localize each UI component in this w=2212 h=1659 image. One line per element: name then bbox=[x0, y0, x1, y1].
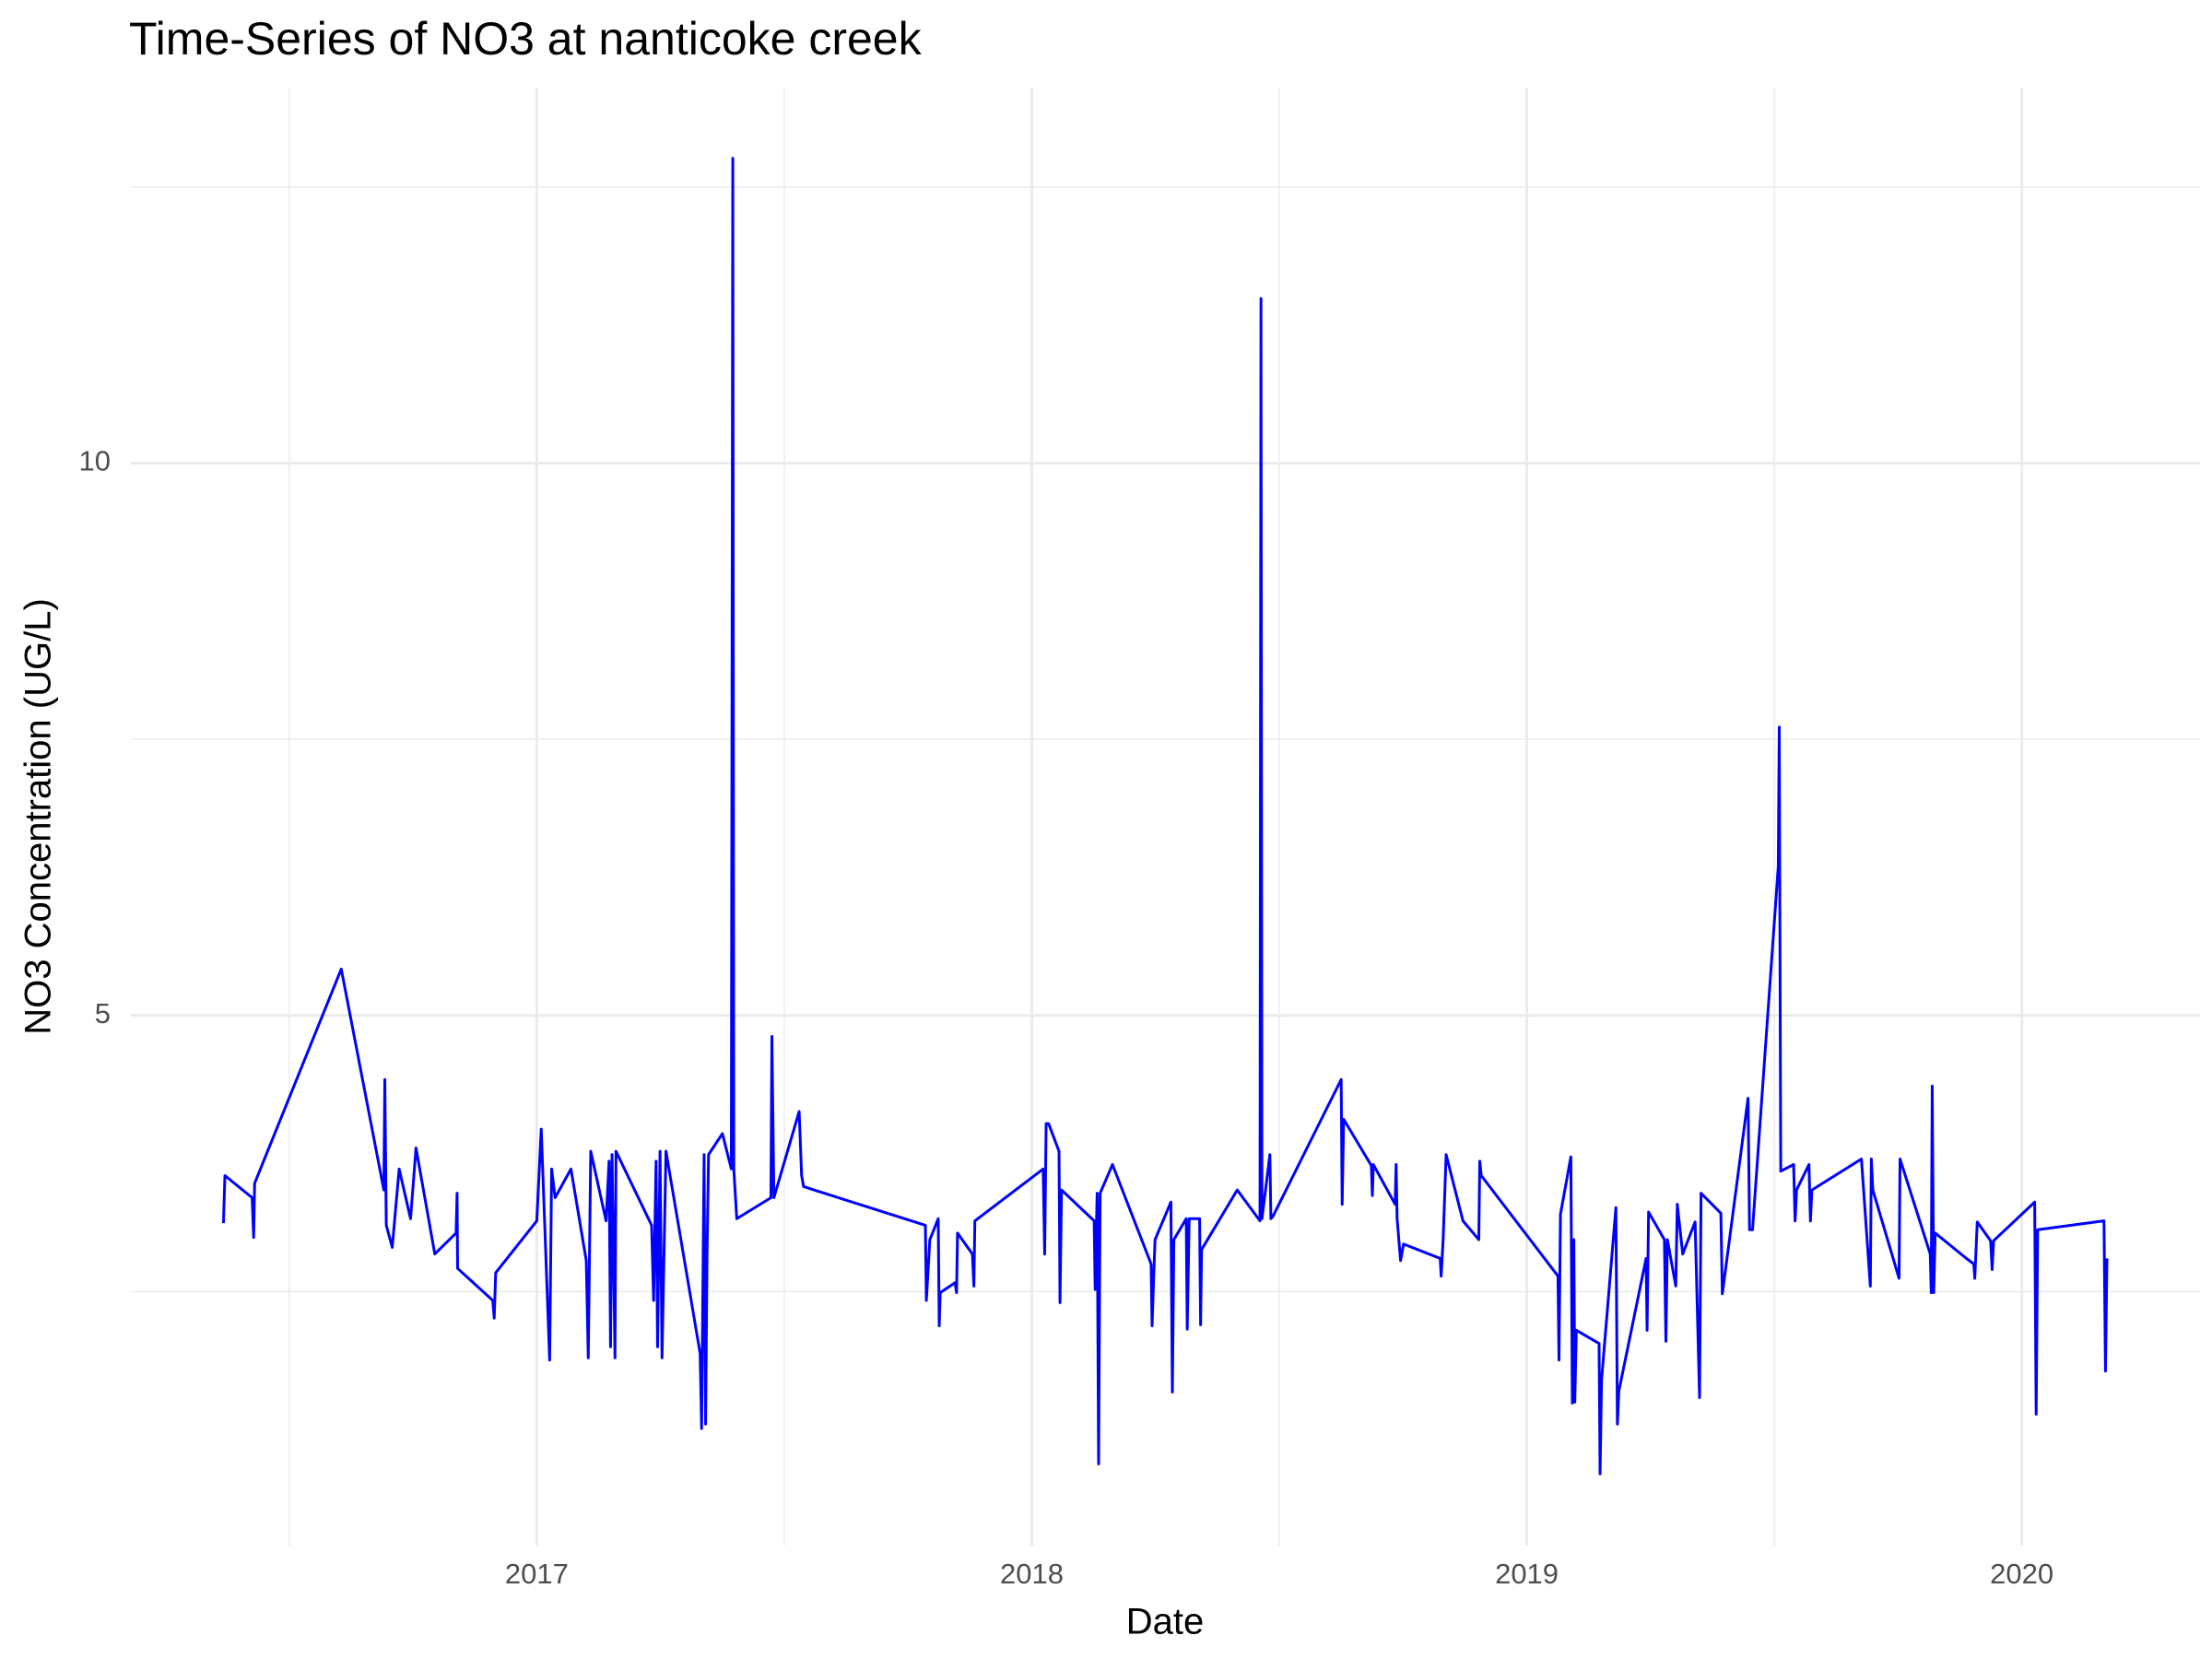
y-axis-title: NO3 Concentration (UG/L) bbox=[18, 598, 59, 1035]
y-tick-label: 5 bbox=[95, 997, 111, 1030]
chart-title: Time-Series of NO3 at nanticoke creek bbox=[129, 13, 923, 65]
x-tick-label: 2017 bbox=[505, 1558, 569, 1590]
y-tick-label: 10 bbox=[79, 445, 111, 477]
x-tick-label: 2019 bbox=[1495, 1558, 1559, 1590]
data-line bbox=[221, 157, 2109, 1476]
x-tick-label: 2018 bbox=[1000, 1558, 1064, 1590]
x-axis-title: Date bbox=[1126, 1602, 1205, 1642]
x-tick-label: 2020 bbox=[1990, 1558, 2053, 1590]
